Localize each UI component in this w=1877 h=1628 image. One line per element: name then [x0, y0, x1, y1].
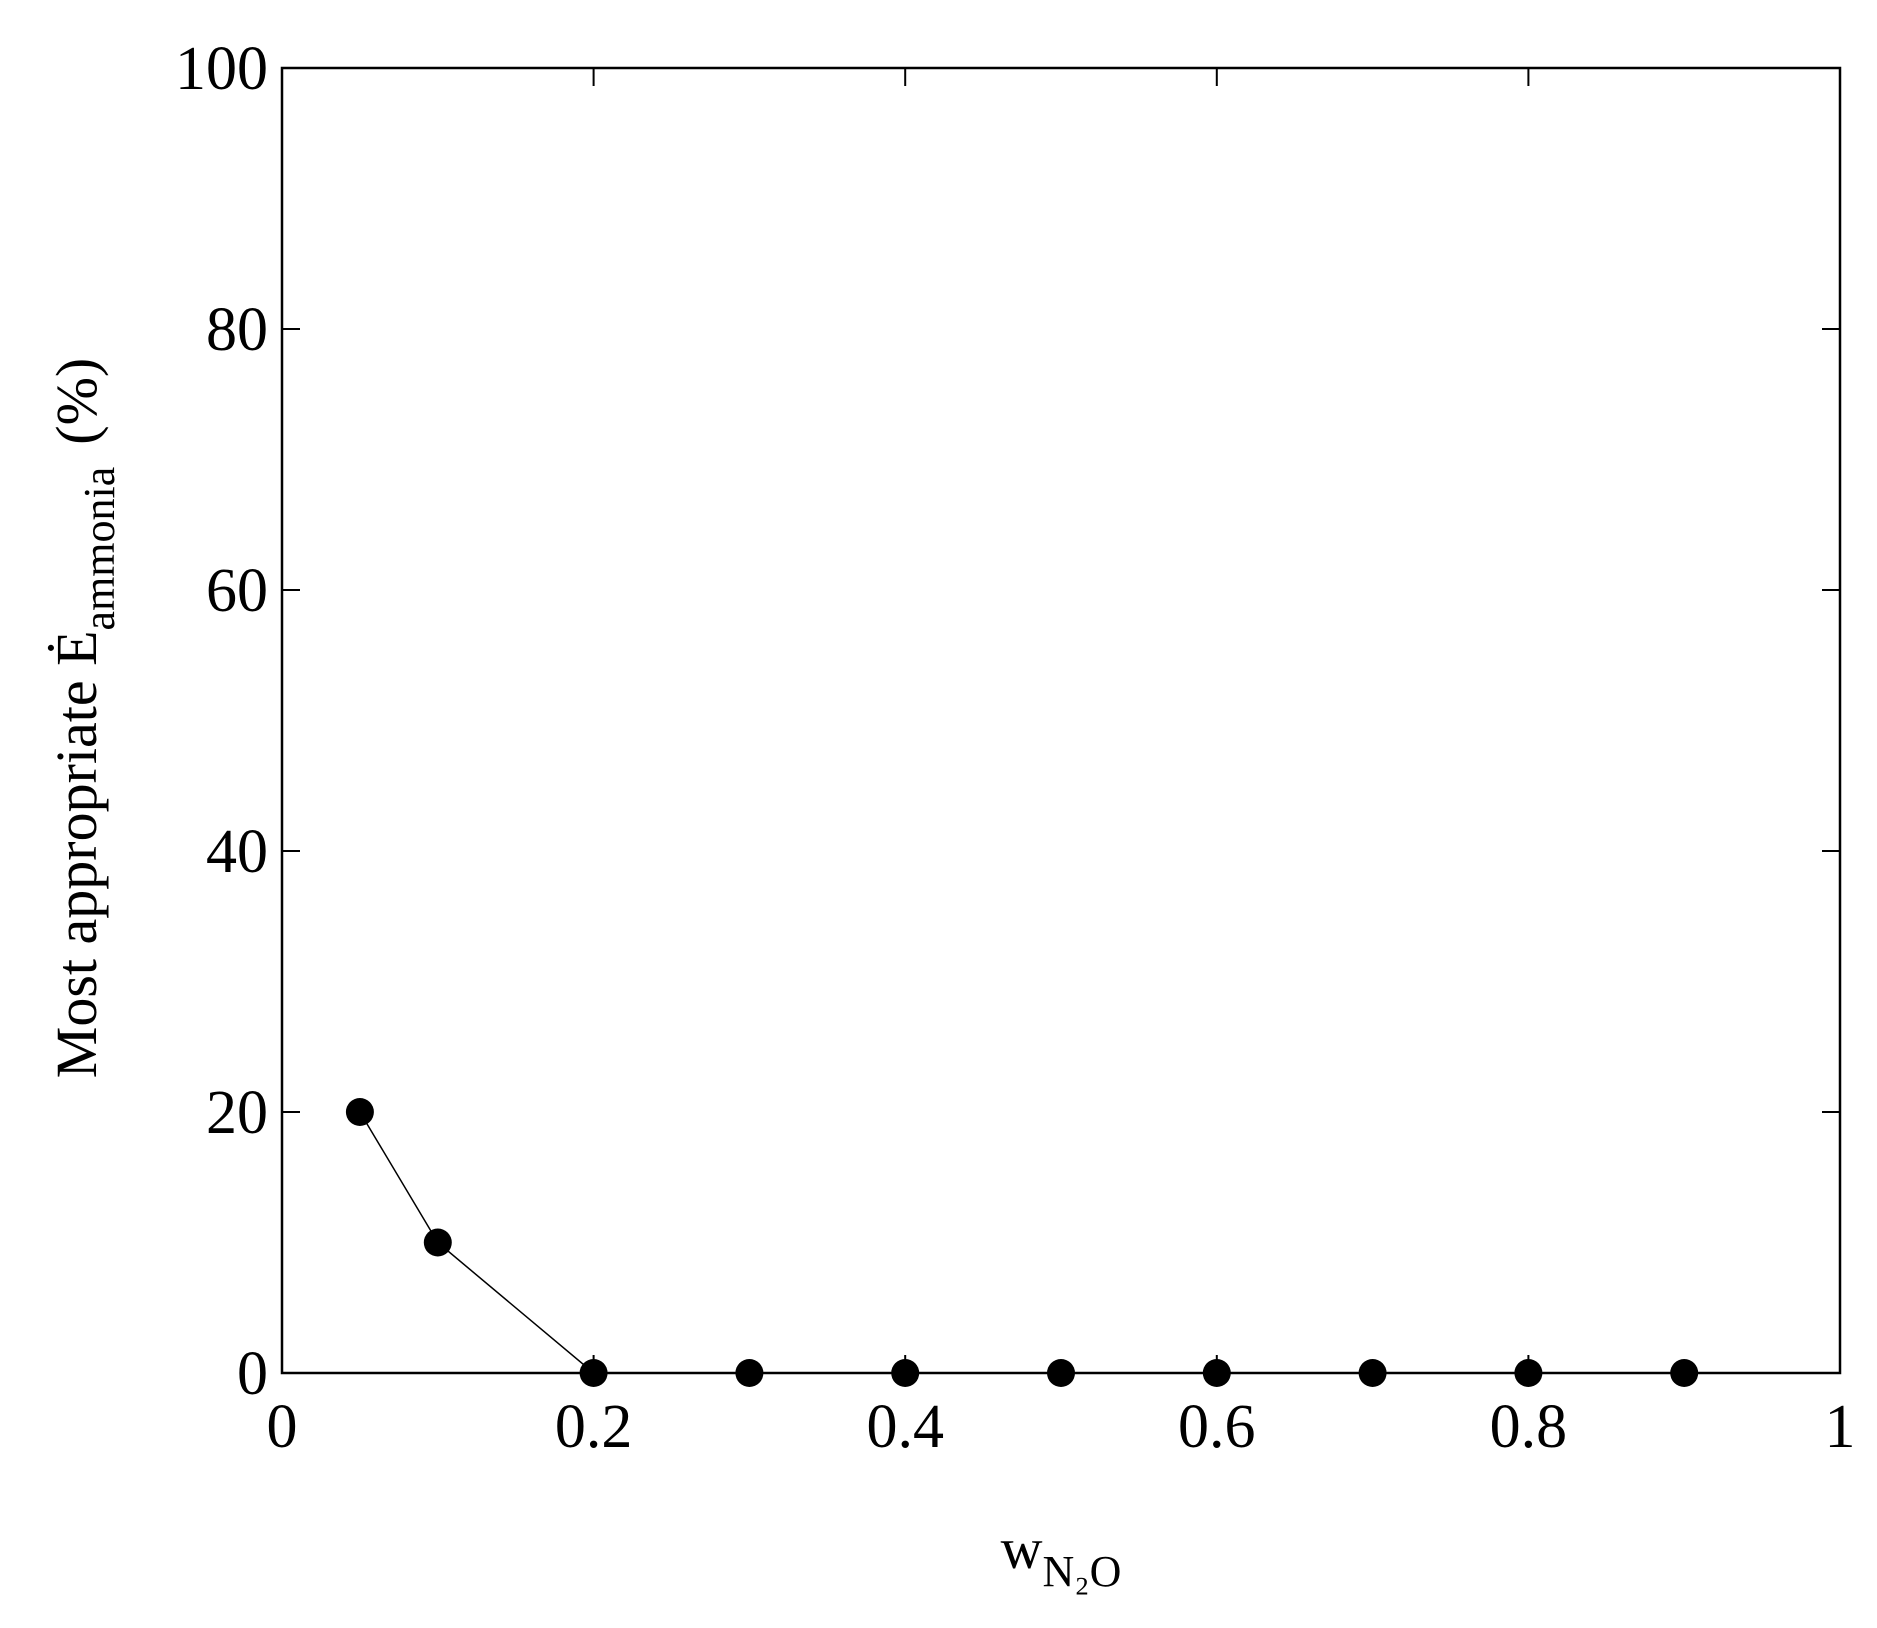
y-label-main: Most appropriate Ė	[44, 630, 109, 1078]
x-label-main: w	[1001, 1516, 1043, 1581]
x-axis-label: wN₂O	[1001, 1516, 1122, 1596]
y-tick-label: 100	[175, 35, 268, 103]
x-tick-label: 0.4	[866, 1393, 944, 1461]
y-label-subscript: ammonia	[75, 467, 124, 631]
x-tick-label: 0.6	[1178, 1393, 1256, 1461]
plot-frame	[280, 66, 1842, 1375]
y-label-unit: (%)	[44, 358, 109, 445]
data-point	[1358, 1359, 1387, 1387]
y-tick-label: 20	[206, 1079, 268, 1147]
x-tick-label: 0.2	[555, 1393, 633, 1461]
data-point	[735, 1359, 764, 1387]
y-tick-label: 40	[206, 818, 268, 886]
data-point	[1202, 1359, 1231, 1387]
x-tick-label: 0	[267, 1393, 298, 1461]
x-label-subscript: N₂O	[1043, 1547, 1122, 1596]
y-tick-label: 0	[237, 1340, 268, 1408]
data-point	[891, 1359, 920, 1387]
data-point	[579, 1359, 608, 1387]
x-tick-label: 1	[1825, 1393, 1856, 1461]
data-point	[1514, 1359, 1543, 1387]
data-point	[345, 1098, 374, 1126]
y-tick-label: 80	[206, 296, 268, 364]
data-point	[423, 1228, 452, 1257]
data-point	[1670, 1359, 1699, 1387]
series-line	[359, 1111, 1685, 1374]
data-point	[1047, 1359, 1075, 1387]
y-tick-label: 60	[206, 557, 268, 625]
x-tick-label: 0.8	[1490, 1393, 1568, 1461]
y-axis-label: Most appropriate Ėammonia (%)	[44, 358, 124, 1078]
